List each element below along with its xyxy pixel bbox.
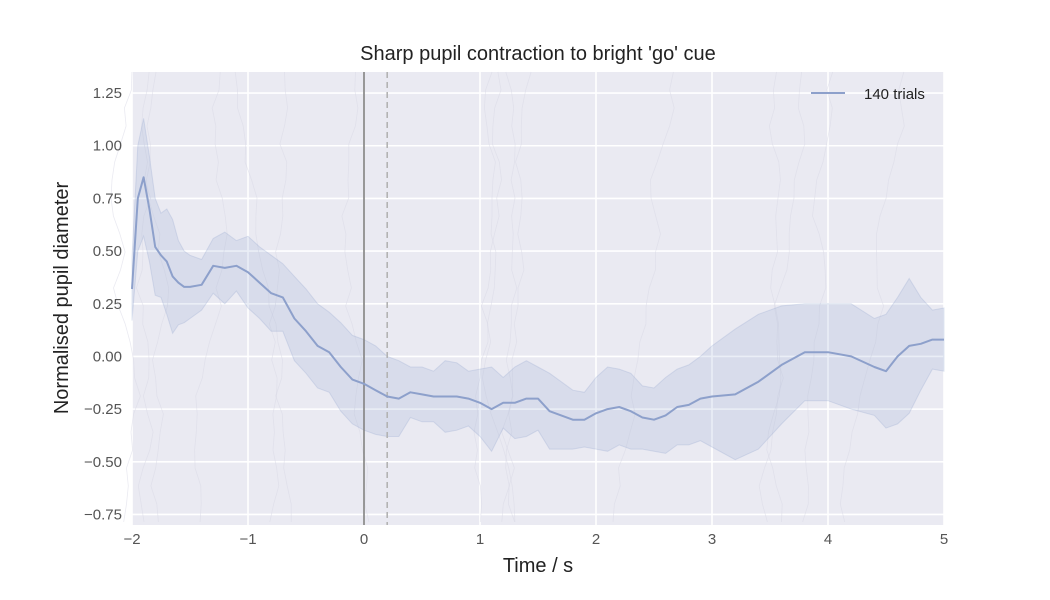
y-tick-label: −0.50 <box>84 454 122 471</box>
trial-trace-5 <box>194 71 228 523</box>
trial-trace-6 <box>234 71 292 522</box>
trial-trace-11 <box>802 71 834 523</box>
y-tick-label: 0.00 <box>93 348 122 365</box>
legend-label: 140 trials <box>864 86 925 103</box>
y-tick-label: −0.75 <box>84 506 122 523</box>
mean-trace <box>131 176 944 421</box>
trial-trace-13 <box>839 71 905 523</box>
y-tick-label: 1.00 <box>93 138 122 155</box>
x-tick-label: −1 <box>239 531 256 548</box>
event-lines <box>363 72 389 525</box>
y-tick-labels: −0.75 −0.50 −0.25 0.00 0.25 0.50 0.75 1.00 1.25 <box>84 85 122 523</box>
trial-trace-8 <box>758 71 806 523</box>
trial-trace-7 <box>473 71 502 523</box>
y-tick-label: −0.25 <box>84 401 122 418</box>
y-axis-label: Normalised pupil diameter <box>51 182 73 415</box>
trial-trace-14 <box>501 71 518 523</box>
y-tick-label: 0.75 <box>93 190 122 207</box>
ci-band <box>131 118 945 461</box>
x-tick-labels: −2 −1 0 1 2 3 4 5 <box>123 531 948 548</box>
y-tick-label: 0.25 <box>93 296 122 313</box>
trial-trace-1 <box>268 71 289 523</box>
chart-title: Sharp pupil contraction to bright 'go' c… <box>360 43 716 65</box>
trial-trace-2 <box>481 71 516 523</box>
trial-trace-0 <box>501 71 532 523</box>
confidence-band <box>131 118 945 461</box>
y-tick-label: 0.50 <box>93 243 122 260</box>
x-tick-label: −2 <box>123 531 140 548</box>
x-tick-label: 0 <box>360 531 368 548</box>
mean-line <box>131 176 944 421</box>
trial-trace-3 <box>135 71 154 523</box>
y-tick-label: 1.25 <box>93 85 122 102</box>
trial-trace-4 <box>612 71 675 523</box>
plot-background <box>132 72 944 525</box>
x-tick-label: 2 <box>592 531 600 548</box>
x-tick-label: 3 <box>708 531 716 548</box>
trial-trace-9 <box>145 71 170 523</box>
x-tick-label: 5 <box>940 531 948 548</box>
faint-trial-traces <box>110 71 905 523</box>
trial-trace-10 <box>766 71 783 523</box>
x-axis-label: Time / s <box>503 555 573 577</box>
trial-trace-12 <box>110 71 141 523</box>
x-tick-label: 1 <box>476 531 484 548</box>
legend: 140 trials <box>811 86 925 103</box>
x-tick-label: 4 <box>824 531 832 548</box>
trial-trace-15 <box>341 71 370 523</box>
